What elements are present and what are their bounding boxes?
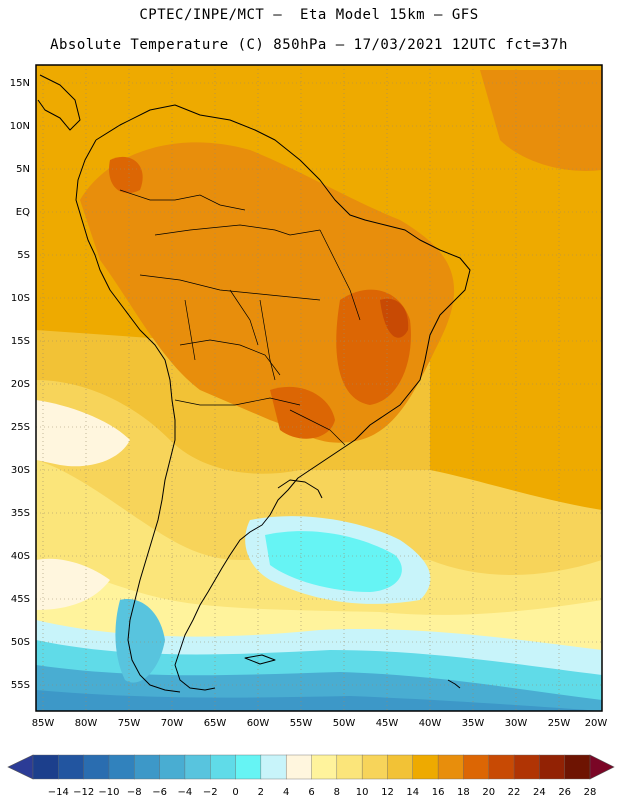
lat-label: 20S [11,379,30,390]
colorbar-label: 0 [232,787,238,798]
colorbar-label: −12 [73,787,94,798]
lon-label: 65W [204,718,227,729]
lat-label: 5N [16,164,30,175]
lon-label: 35W [462,718,485,729]
lon-label: 40W [419,718,442,729]
colorbar-label: 22 [508,787,521,798]
lon-label: 55W [290,718,313,729]
colorbar-swatch [159,754,186,780]
colorbar-swatch [285,754,313,780]
colorbar-label: 20 [482,787,495,798]
colorbar-swatch [564,754,591,780]
colorbar-label: 24 [533,787,546,798]
colorbar-label: −4 [178,787,193,798]
map-title-line-2: Absolute Temperature (C) 850hPa — 17/03/… [50,37,568,53]
colorbar-label: 26 [558,787,571,798]
colorbar-label: 2 [258,787,264,798]
lon-label: 70W [161,718,184,729]
lon-label: 80W [75,718,98,729]
colorbar-swatch [235,754,262,780]
colorbar-swatch [336,754,363,780]
lon-label: 85W [32,718,55,729]
lat-label: EQ [16,207,30,218]
lon-label: 50W [333,718,356,729]
colorbar-swatch [387,754,414,780]
colorbar-label: −14 [48,787,69,798]
colorbar-swatch [260,754,287,780]
lat-label: 10S [11,293,30,304]
lat-label: 50S [11,637,30,648]
lat-label: 40S [11,551,30,562]
colorbar-swatch [513,754,540,780]
colorbar-swatch [134,754,161,780]
lon-label: 45W [376,718,399,729]
colorbar-label: 10 [356,787,369,798]
country-borders [119,189,361,446]
longitude-labels: 85W 80W 75W 70W 65W 60W 55W 50W 45W 40W … [32,718,608,729]
lat-label: 15N [10,78,30,89]
lon-label: 75W [118,718,141,729]
colorbar-swatch [539,754,566,780]
colorbar-swatch [412,754,439,780]
colorbar-swatch [361,754,388,780]
lat-label: 25S [11,422,30,433]
lon-label: 20W [585,718,608,729]
colorbar-label: −2 [203,787,218,798]
colorbar-swatch [32,754,59,780]
colorbar-label: 4 [283,787,289,798]
coastline [37,74,471,693]
colorbar-label: 14 [406,787,419,798]
colorbar-label: 8 [334,787,340,798]
colorbar-swatch [437,754,464,780]
colorbar-swatch [463,754,490,780]
lat-label: 5S [17,250,30,261]
colorbar: −14 −12 −10 −8 −6 −4 −2 0 2 4 6 8 10 12 14 16 18 20 22 24 26… [7,754,615,798]
map-frame [35,64,603,712]
colorbar-swatch [83,754,110,780]
lon-label: 25W [548,718,571,729]
colorbar-label: 16 [432,787,445,798]
lon-label: 30W [505,718,528,729]
lon-label: 60W [247,718,270,729]
lat-label: 45S [11,594,30,605]
lat-label: 30S [11,465,30,476]
colorbar-swatch [184,754,211,780]
colorbar-label: 28 [584,787,597,798]
colorbar-swatch [311,754,338,780]
lat-label: 10N [10,121,30,132]
lat-label: 55S [11,680,30,691]
colorbar-over-arrow [589,754,615,780]
colorbar-label: −10 [98,787,119,798]
colorbar-swatch [58,754,85,780]
colorbar-swatch [210,754,237,780]
colorbar-under-arrow [7,754,34,780]
colorbar-swatch [108,754,135,780]
colorbar-swatch [488,754,515,780]
latitude-labels: 15N 10N 5N EQ 5S 10S 15S 20S 25S 30S 35S… [10,78,30,691]
temperature-field [36,65,602,711]
colorbar-label: −8 [127,787,142,798]
colorbar-label: 6 [308,787,314,798]
map-title-line-1: CPTEC/INPE/MCT — Eta Model 15km — GFS [139,7,479,23]
colorbar-label: 18 [457,787,470,798]
lat-label: 35S [11,508,30,519]
colorbar-label: −6 [152,787,167,798]
colorbar-label: 12 [381,787,394,798]
lat-label: 15S [11,336,30,347]
